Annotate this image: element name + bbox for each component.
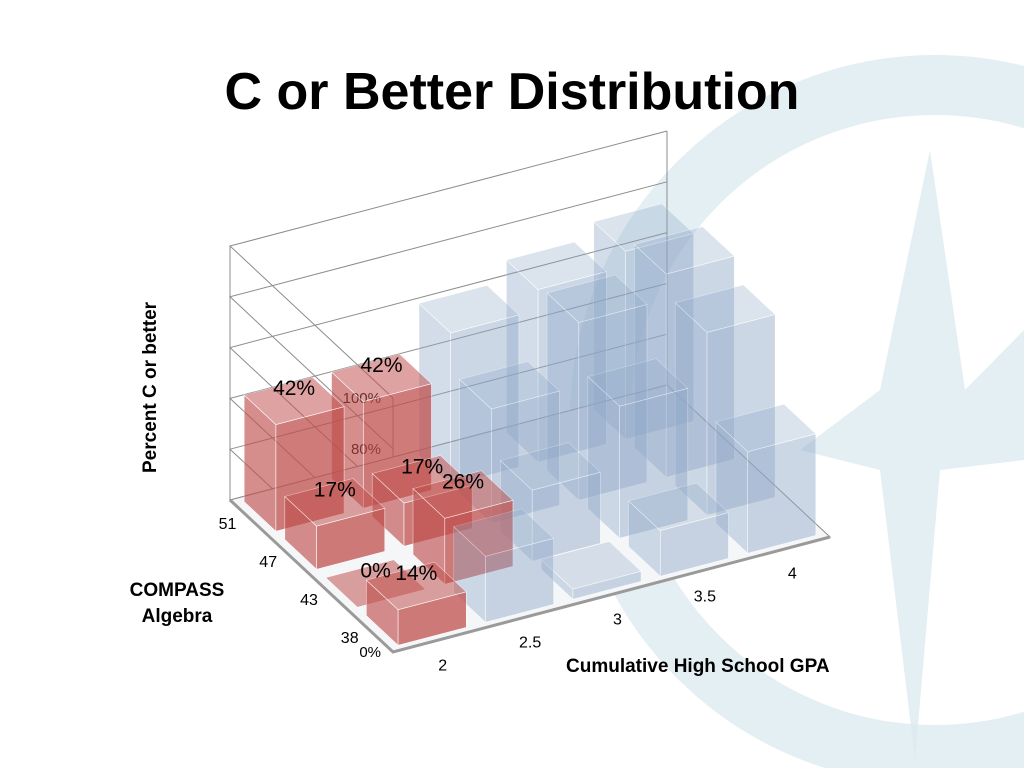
z-tick-label: 51 bbox=[219, 516, 237, 533]
z-axis-title: COMPASS Algebra bbox=[129, 580, 225, 627]
bar bbox=[546, 274, 648, 501]
bar-top bbox=[365, 561, 467, 611]
bar-top bbox=[330, 353, 433, 402]
bar bbox=[593, 203, 695, 440]
bar bbox=[418, 284, 520, 486]
bar bbox=[412, 470, 514, 585]
bar-top bbox=[674, 284, 776, 333]
bar-side bbox=[546, 292, 580, 501]
bar-front bbox=[706, 314, 776, 516]
bar bbox=[453, 508, 555, 623]
bar-side bbox=[634, 243, 667, 478]
bar-top bbox=[715, 403, 817, 453]
bar-front bbox=[531, 471, 601, 562]
bar-top bbox=[284, 478, 386, 527]
bar-front bbox=[485, 537, 555, 623]
bar-front bbox=[572, 570, 642, 600]
bar bbox=[587, 358, 689, 539]
bar-front bbox=[578, 304, 648, 501]
x-tick-label: 3 bbox=[613, 612, 622, 629]
data-label: 42% bbox=[273, 377, 315, 400]
y-axis-title: Percent C or better bbox=[140, 301, 161, 473]
bar-front bbox=[537, 271, 607, 463]
bar-top bbox=[505, 241, 607, 290]
floor-axis bbox=[228, 498, 831, 654]
bar bbox=[284, 478, 386, 570]
bar-top bbox=[540, 541, 642, 590]
bar-side bbox=[674, 302, 708, 516]
bar bbox=[505, 241, 607, 463]
y-tick-label: 0% bbox=[359, 644, 381, 661]
bar-top bbox=[458, 361, 561, 410]
x-tick-label: 3.5 bbox=[694, 589, 716, 606]
bar-front bbox=[747, 433, 817, 554]
bar-top bbox=[243, 376, 345, 425]
bar bbox=[365, 561, 467, 646]
data-label: 26% bbox=[442, 471, 484, 494]
data-label: 17% bbox=[401, 455, 443, 478]
bar-top bbox=[633, 226, 736, 275]
bar-side bbox=[505, 259, 539, 463]
bar-front bbox=[659, 512, 729, 577]
bar bbox=[633, 226, 736, 478]
bar-front bbox=[619, 387, 689, 539]
bar-top bbox=[546, 274, 648, 323]
bar-top bbox=[499, 442, 602, 491]
slide-title: C or Better Distribution bbox=[224, 63, 800, 121]
x-tick-label: 2.5 bbox=[519, 635, 541, 652]
x-axis-title: Cumulative High School GPA bbox=[566, 656, 830, 677]
data-label: 17% bbox=[314, 478, 356, 501]
bar bbox=[627, 482, 730, 577]
bar-top bbox=[412, 470, 514, 519]
data-label: 0% bbox=[360, 560, 390, 583]
bar bbox=[715, 403, 817, 554]
bar bbox=[674, 284, 776, 516]
data-label: 14% bbox=[395, 562, 437, 585]
x-tick-label: 2 bbox=[438, 658, 447, 675]
z-tick-label: 38 bbox=[341, 630, 359, 647]
chart-3d-columns: 0%20%40%60%80%100%42%42%17%17%0%26%14%22… bbox=[219, 130, 832, 675]
bar-side bbox=[587, 375, 620, 539]
bar-top bbox=[593, 203, 695, 252]
bar-top bbox=[418, 284, 520, 334]
bar-top bbox=[453, 508, 555, 557]
z-tick-label: 47 bbox=[259, 554, 277, 571]
bar-top bbox=[587, 358, 689, 407]
bar-front bbox=[491, 390, 560, 524]
x-tick-label: 4 bbox=[788, 566, 797, 583]
bar-front bbox=[625, 233, 695, 440]
watermark-star bbox=[800, 150, 1024, 760]
bar-side bbox=[593, 221, 626, 440]
bar bbox=[540, 541, 642, 600]
bar-front bbox=[665, 255, 735, 478]
bar-front bbox=[450, 314, 520, 486]
bar-side bbox=[628, 500, 661, 577]
data-label: 42% bbox=[360, 354, 402, 377]
z-tick-label: 43 bbox=[300, 592, 318, 609]
bar-side bbox=[715, 421, 749, 554]
bar-side bbox=[540, 558, 574, 600]
bar-top bbox=[627, 482, 730, 531]
